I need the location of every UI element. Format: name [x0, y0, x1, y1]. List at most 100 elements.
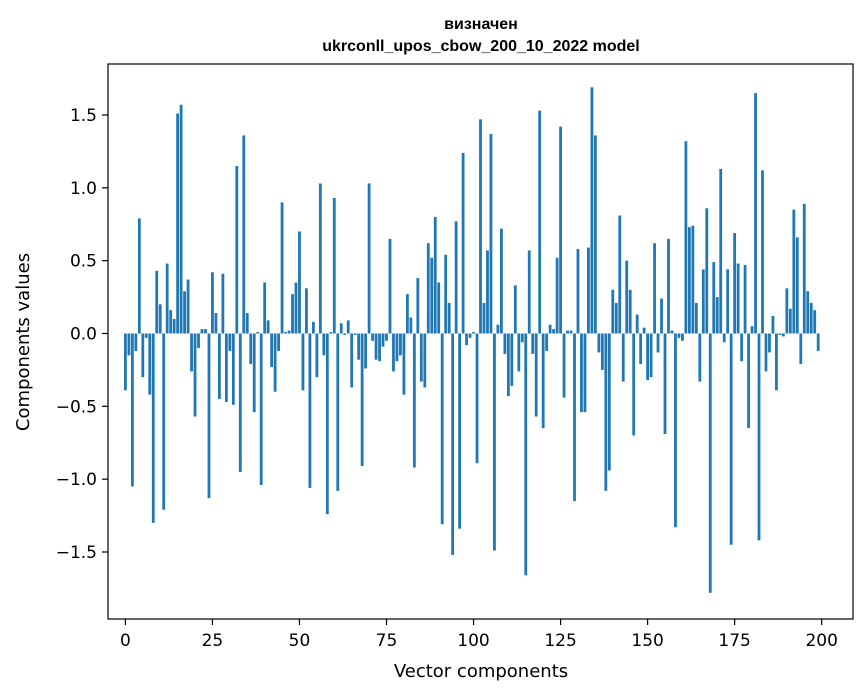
- bar-component-101: [475, 333, 479, 464]
- bar-component-14: [172, 318, 176, 334]
- bar-component-9: [155, 270, 159, 334]
- bar-component-28: [221, 273, 225, 334]
- bar-component-23: [204, 329, 207, 334]
- bar-component-75: [385, 333, 388, 341]
- bar-component-137: [600, 333, 604, 370]
- bar-component-156: [667, 238, 670, 334]
- bar-component-31: [231, 333, 235, 405]
- bar-component-149: [642, 327, 646, 334]
- bar-component-56: [318, 183, 322, 334]
- bar-component-124: [555, 257, 559, 334]
- bar-component-27: [218, 333, 221, 400]
- bar-component-120: [541, 333, 545, 429]
- bar-component-36: [249, 333, 253, 365]
- x-axis-ticks: 0 25 50 75 100 125 150 175 200: [120, 619, 838, 651]
- bar-component-53: [308, 333, 312, 488]
- bar-component-163: [691, 225, 695, 334]
- chart-title-line-1: визначен: [444, 16, 518, 33]
- bar-component-131: [580, 333, 583, 413]
- bar-component-65: [350, 333, 354, 388]
- bar-component-111: [510, 333, 514, 386]
- bar-component-178: [743, 265, 747, 334]
- bar-component-158: [674, 333, 677, 528]
- y-tick-label: −1.0: [56, 470, 97, 490]
- bar-component-134: [590, 87, 594, 334]
- bar-component-141: [614, 302, 618, 334]
- bar-component-3: [134, 333, 138, 351]
- bar-component-123: [552, 329, 555, 334]
- bar-component-143: [621, 333, 625, 382]
- bar-component-109: [503, 333, 507, 354]
- bar-component-80: [402, 333, 406, 395]
- bar-component-128: [569, 330, 573, 334]
- bar-component-2: [130, 333, 134, 487]
- bar-component-139: [607, 333, 611, 471]
- bar-component-70: [367, 183, 371, 334]
- bar-component-54: [312, 321, 315, 334]
- bar-component-46: [284, 332, 287, 334]
- bar-component-22: [200, 329, 204, 334]
- bar-component-63: [343, 333, 347, 335]
- bar-component-64: [346, 320, 350, 334]
- bar-component-92: [444, 254, 448, 334]
- bar-component-136: [597, 333, 601, 353]
- bar-component-133: [587, 247, 590, 334]
- bar-component-88: [430, 257, 434, 334]
- bar-component-69: [364, 333, 368, 369]
- bar-component-99: [468, 333, 472, 338]
- bar-component-71: [371, 333, 374, 341]
- bar-component-167: [705, 208, 709, 334]
- bar-component-114: [520, 333, 524, 343]
- bar-component-26: [214, 313, 218, 334]
- bar-component-147: [635, 314, 639, 334]
- bar-component-102: [479, 119, 482, 334]
- bar-component-176: [736, 263, 740, 334]
- bar-component-87: [426, 243, 430, 334]
- bar-component-21: [197, 333, 200, 349]
- bar-component-50: [298, 231, 301, 334]
- bar-component-132: [583, 333, 587, 413]
- bar-component-12: [165, 263, 169, 334]
- bar-component-172: [722, 333, 726, 343]
- bar-component-35: [245, 313, 249, 334]
- bar-component-8: [151, 333, 155, 523]
- y-axis-ticks: 1.5 1.0 0.5 0.0 −0.5 −1.0 −1.5: [56, 106, 108, 563]
- bar-component-144: [625, 260, 629, 334]
- bar-component-183: [761, 170, 764, 334]
- bar-component-118: [534, 333, 538, 417]
- bar-component-24: [207, 333, 211, 499]
- bar-component-194: [799, 333, 803, 365]
- bar-component-195: [802, 203, 806, 334]
- bar-component-125: [559, 126, 562, 334]
- bar-component-116: [527, 250, 531, 334]
- x-tick-label: 150: [631, 631, 663, 651]
- bar-component-7: [148, 333, 152, 395]
- bar-component-86: [423, 333, 427, 388]
- bar-component-140: [611, 289, 615, 334]
- bar-component-119: [538, 110, 542, 334]
- bar-component-77: [392, 333, 395, 372]
- bar-component-37: [252, 333, 256, 413]
- bar-component-145: [628, 289, 632, 334]
- bar-component-152: [653, 243, 656, 334]
- bar-component-20: [193, 333, 197, 417]
- bar-component-11: [162, 333, 166, 510]
- y-tick-label: −1.5: [56, 543, 97, 563]
- x-tick-label: 200: [805, 631, 837, 651]
- bar-component-32: [235, 165, 239, 334]
- bar-component-160: [681, 333, 684, 341]
- bar-component-113: [517, 333, 521, 372]
- bar-component-34: [242, 135, 246, 334]
- bar-component-170: [715, 297, 719, 334]
- bar-component-193: [795, 237, 799, 334]
- bar-component-177: [740, 333, 743, 362]
- bar-component-98: [465, 333, 468, 346]
- bar-component-122: [548, 324, 552, 334]
- bar-component-97: [461, 152, 465, 334]
- bar-component-41: [266, 320, 270, 334]
- bar-component-127: [566, 330, 569, 334]
- bar-component-180: [750, 326, 754, 334]
- bar-component-62: [339, 323, 343, 334]
- bar-component-171: [719, 168, 723, 334]
